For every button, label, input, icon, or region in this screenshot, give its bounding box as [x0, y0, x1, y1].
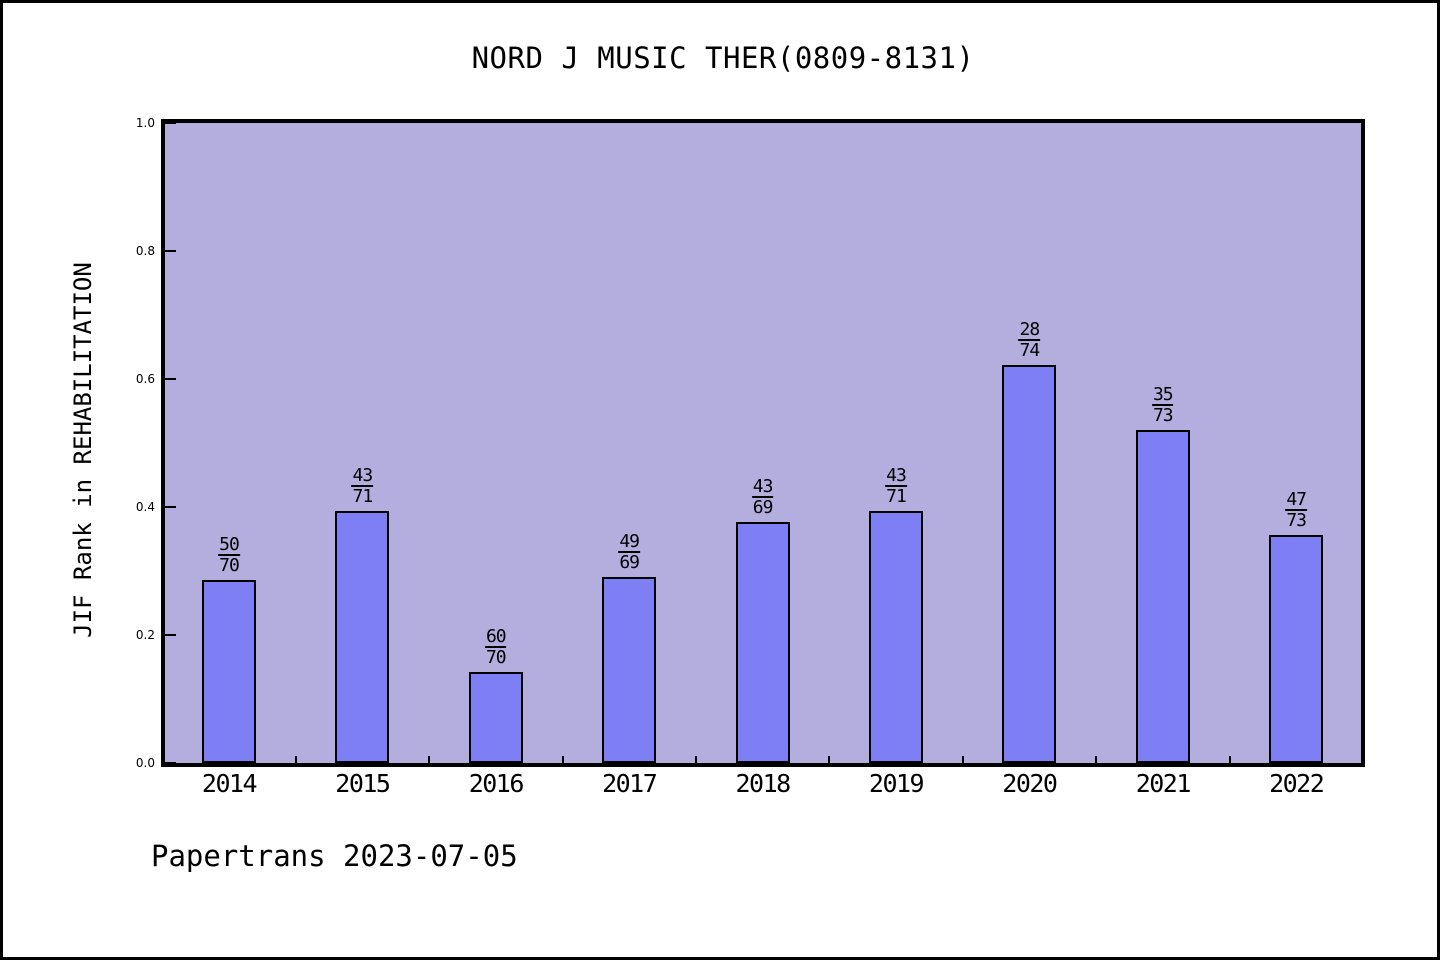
fraction-denominator: 74	[1019, 340, 1041, 361]
y-tick-mark	[165, 250, 176, 252]
x-minor-tick	[561, 756, 564, 763]
bar-value-label: 47 73	[1285, 489, 1308, 531]
y-tick-mark	[165, 122, 176, 124]
bar-value-label: 28 74	[1018, 319, 1041, 361]
x-tick-label-2014: 2014	[201, 769, 258, 798]
y-tick-label: 0.0	[135, 756, 155, 770]
fraction-numerator: 35	[1151, 384, 1174, 406]
y-tick-label: 0.8	[135, 244, 155, 258]
x-minor-tick	[694, 756, 697, 763]
x-tick-label-2015: 2015	[335, 769, 391, 798]
bar-value-label: 50 70	[218, 535, 240, 575]
fraction-numerator: 43	[885, 465, 907, 487]
y-tick-mark	[165, 634, 176, 636]
x-tick-label-2019: 2019	[868, 769, 925, 798]
y-axis-label: JIF Rank in REHABILITATION	[69, 262, 97, 638]
x-minor-tick	[294, 756, 297, 763]
bar-2021	[1135, 430, 1190, 763]
fraction-numerator: 50	[218, 534, 240, 556]
fraction-denominator: 73	[1286, 510, 1307, 531]
x-minor-tick	[961, 756, 964, 763]
x-tick-label-2021: 2021	[1135, 769, 1192, 798]
bar-2016	[468, 672, 523, 763]
y-tick-label: 0.2	[135, 628, 155, 642]
bar-2019	[869, 511, 923, 763]
x-minor-tick	[1095, 756, 1098, 763]
x-tick-label-2022: 2022	[1269, 769, 1325, 798]
fraction-numerator: 43	[751, 476, 774, 498]
bar-value-label: 43 71	[351, 465, 374, 507]
fraction-denominator: 69	[752, 497, 774, 518]
fraction-numerator: 49	[618, 531, 641, 553]
x-minor-tick	[1228, 756, 1231, 763]
fraction-denominator: 71	[352, 486, 374, 507]
bar-value-label: 43 69	[751, 476, 774, 518]
fraction-numerator: 60	[484, 626, 507, 648]
fraction-denominator: 70	[485, 647, 507, 668]
y-tick-label: 0.6	[135, 372, 155, 386]
x-minor-tick	[428, 756, 431, 763]
y-tick-mark	[165, 378, 176, 380]
bar-2018	[735, 522, 790, 763]
x-tick-label-2016: 2016	[468, 769, 525, 798]
y-tick-mark	[165, 762, 176, 764]
x-tick-label-2018: 2018	[735, 769, 791, 798]
fraction-denominator: 73	[1152, 405, 1174, 426]
fraction-numerator: 47	[1285, 489, 1308, 511]
plot-area: 50 70 43 71 60 70 49 69 43 69 43 71 28 74 35 73 47 73	[161, 119, 1365, 767]
bar-2022	[1269, 535, 1324, 763]
bar-value-label: 35 73	[1151, 384, 1174, 426]
fraction-denominator: 71	[886, 486, 907, 507]
x-minor-tick	[828, 756, 831, 763]
bar-2015	[335, 511, 390, 763]
bar-2017	[602, 577, 657, 763]
y-tick-mark	[165, 506, 176, 508]
y-tick-label: 1.0	[135, 116, 155, 130]
bar-value-label: 49 69	[618, 531, 641, 573]
bar-value-label: 60 70	[484, 626, 507, 668]
x-tick-label-2020: 2020	[1002, 769, 1058, 798]
bar-2014	[202, 580, 256, 763]
fraction-denominator: 69	[619, 552, 640, 573]
y-tick-label: 0.4	[135, 500, 155, 514]
x-tick-label-2017: 2017	[602, 769, 658, 798]
fraction-numerator: 28	[1018, 319, 1041, 341]
footer-text: Papertrans 2023-07-05	[151, 839, 518, 873]
bar-2020	[1002, 365, 1057, 763]
chart-title: NORD J MUSIC THER(0809-8131)	[471, 41, 975, 75]
fraction-numerator: 43	[351, 465, 374, 487]
fraction-denominator: 70	[219, 555, 240, 576]
bar-value-label: 43 71	[885, 466, 907, 506]
